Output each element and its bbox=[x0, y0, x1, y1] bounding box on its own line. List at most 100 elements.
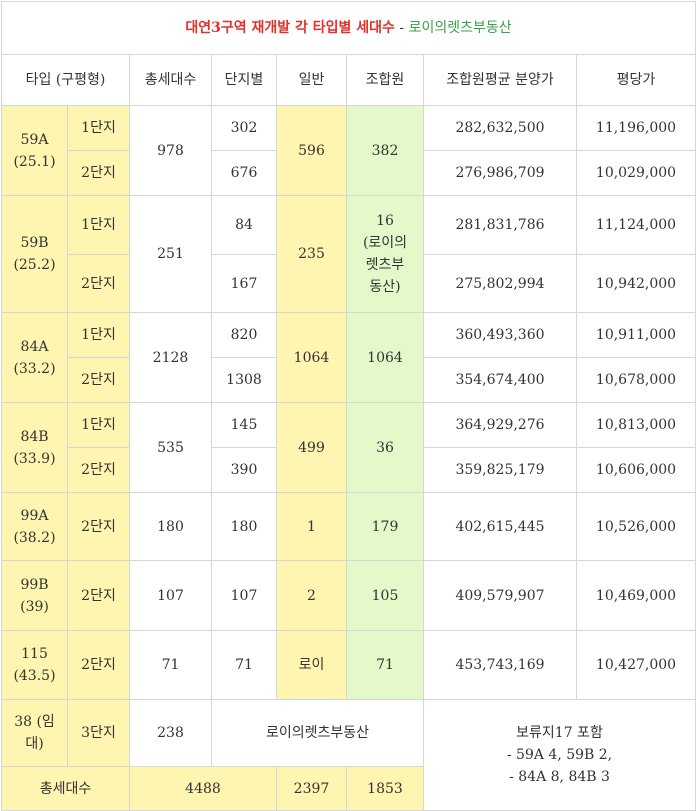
count-cell: 145 bbox=[211, 402, 277, 448]
reserve-note: 보류지17 포함 - 59A 4, 59B 2, - 84A 8, 84B 3 bbox=[423, 699, 696, 811]
table-row: 99B (39) 2단지 107 107 2 105 409,579,907 10… bbox=[1, 560, 696, 631]
count-cell: 180 bbox=[211, 492, 277, 561]
count-cell: 676 bbox=[211, 150, 277, 196]
per-pyeong-cell: 11,124,000 bbox=[576, 195, 696, 255]
count-cell: 71 bbox=[211, 630, 277, 700]
type-cell: 115 (43.5) bbox=[1, 630, 68, 700]
note-line: - 59A 4, 59B 2, bbox=[506, 747, 613, 763]
per-pyeong-cell: 10,029,000 bbox=[576, 150, 696, 196]
title-separator: - bbox=[394, 20, 409, 36]
avg-price-cell: 409,579,907 bbox=[423, 560, 577, 631]
total-general: 2397 bbox=[276, 766, 347, 811]
union-cell: 179 bbox=[346, 492, 424, 561]
total-cell: 238 bbox=[129, 699, 212, 767]
table-row: 59B (25.2) 1단지 251 84 235 16 (로이의 렛츠부 동산) 28… bbox=[1, 195, 696, 313]
total-union: 1853 bbox=[346, 766, 424, 811]
header-per-pyeong: 평당가 bbox=[576, 54, 696, 106]
per-pyeong-cell: 10,813,000 bbox=[576, 402, 696, 448]
general-cell: 596 bbox=[276, 105, 347, 196]
table-row: 2단지 676 276,986,709 10,029,000 bbox=[2, 150, 696, 196]
union-cell: 71 bbox=[346, 630, 424, 700]
header-union: 조합원 bbox=[346, 54, 424, 106]
union-cell: 1064 bbox=[346, 312, 424, 403]
per-pyeong-cell: 11,196,000 bbox=[576, 105, 696, 151]
table-row: 99A (38.2) 2단지 180 180 1 179 402,615,445 … bbox=[1, 492, 696, 561]
general-cell: 499 bbox=[276, 402, 347, 493]
general-cell: 로이 bbox=[276, 630, 347, 700]
table-row: 2단지 167 275,802,994 10,942,000 bbox=[2, 254, 696, 313]
type-cell: 84B (33.9) bbox=[1, 402, 68, 493]
avg-price-cell: 364,929,276 bbox=[423, 402, 577, 448]
general-cell: 1 bbox=[276, 492, 347, 561]
general-cell: 2 bbox=[276, 560, 347, 631]
table-row: 115 (43.5) 2단지 71 71 로이 71 453,743,169 10… bbox=[1, 630, 696, 700]
per-pyeong-cell: 10,427,000 bbox=[576, 630, 696, 700]
avg-price-cell: 360,493,360 bbox=[423, 312, 577, 358]
avg-price-cell: 276,986,709 bbox=[423, 150, 577, 196]
total-cell: 535 bbox=[129, 402, 212, 493]
count-cell: 390 bbox=[211, 447, 277, 493]
total-label: 총세대수 bbox=[1, 766, 130, 811]
type-cell: 84A (33.2) bbox=[1, 312, 68, 403]
avg-price-cell: 402,615,445 bbox=[423, 492, 577, 561]
type-cell: 59A (25.1) bbox=[1, 105, 68, 196]
complex-cell: 3단지 bbox=[67, 699, 130, 767]
count-cell: 167 bbox=[211, 254, 277, 313]
type-cell: 59B (25.2) bbox=[1, 195, 68, 313]
table-row: 2단지 1308 354,674,400 10,678,000 bbox=[2, 357, 696, 403]
watermark-text: 로이의렛츠부동산 bbox=[211, 699, 424, 767]
per-pyeong-cell: 10,469,000 bbox=[576, 560, 696, 631]
avg-price-cell: 281,831,786 bbox=[423, 195, 577, 255]
complex-cell: 2단지 bbox=[67, 630, 130, 700]
general-cell: 1064 bbox=[276, 312, 347, 403]
complex-cell: 1단지 bbox=[67, 402, 130, 448]
total-row: 총세대수 4488 2397 1853 bbox=[1, 766, 696, 811]
count-cell: 107 bbox=[211, 560, 277, 631]
avg-price-cell: 354,674,400 bbox=[423, 357, 577, 403]
header-row: 타입 (구평형) 총세대수 단지별 일반 조합원 조합원평균 분양가 평당가 bbox=[1, 54, 696, 106]
per-pyeong-cell: 10,942,000 bbox=[576, 254, 696, 313]
title-source: 로이의렛츠부동산 bbox=[408, 20, 512, 36]
total-cell: 2128 bbox=[129, 312, 212, 403]
complex-cell: 2단지 bbox=[67, 447, 130, 493]
general-cell: 235 bbox=[276, 195, 347, 313]
note-line: - 84A 8, 84B 3 bbox=[509, 769, 610, 785]
table-title: 대연3구역 재개발 각 타입별 세대수 - 로이의렛츠부동산 bbox=[1, 1, 696, 55]
complex-cell: 1단지 bbox=[67, 312, 130, 358]
count-cell: 1308 bbox=[211, 357, 277, 403]
table-row: 38 (임 대) 3단지 238 로이의렛츠부동산 보류지17 포함 - 59A … bbox=[1, 699, 696, 811]
avg-price-cell: 282,632,500 bbox=[423, 105, 577, 151]
total-households: 4488 bbox=[129, 766, 277, 811]
table-row: 59A (25.1) 1단지 978 302 596 382 282,632,50… bbox=[1, 105, 696, 196]
total-cell: 978 bbox=[129, 105, 212, 196]
count-cell: 820 bbox=[211, 312, 277, 358]
complex-cell: 2단지 bbox=[67, 254, 130, 313]
total-cell: 107 bbox=[129, 560, 212, 631]
avg-price-cell: 275,802,994 bbox=[423, 254, 577, 313]
avg-price-cell: 453,743,169 bbox=[423, 630, 577, 700]
avg-price-cell: 359,825,179 bbox=[423, 447, 577, 493]
note-line: 보류지17 포함 bbox=[516, 725, 603, 741]
title-main: 대연3구역 재개발 각 타입별 세대수 bbox=[185, 20, 395, 36]
header-total: 총세대수 bbox=[129, 54, 212, 106]
union-cell: 16 (로이의 렛츠부 동산) bbox=[346, 195, 424, 313]
header-per-complex: 단지별 bbox=[211, 54, 277, 106]
header-type: 타입 (구평형) bbox=[1, 54, 130, 106]
complex-cell: 2단지 bbox=[67, 357, 130, 403]
complex-cell: 1단지 bbox=[67, 195, 130, 255]
per-pyeong-cell: 10,606,000 bbox=[576, 447, 696, 493]
complex-cell: 2단지 bbox=[67, 492, 130, 561]
type-cell: 38 (임 대) bbox=[1, 699, 68, 767]
table-row: 2단지 390 359,825,179 10,606,000 bbox=[2, 447, 696, 493]
table-row: 84B (33.9) 1단지 535 145 499 36 364,929,276… bbox=[1, 402, 696, 493]
complex-cell: 2단지 bbox=[67, 150, 130, 196]
header-general: 일반 bbox=[276, 54, 347, 106]
per-pyeong-cell: 10,678,000 bbox=[576, 357, 696, 403]
per-pyeong-cell: 10,526,000 bbox=[576, 492, 696, 561]
count-cell: 302 bbox=[211, 105, 277, 151]
complex-cell: 2단지 bbox=[67, 560, 130, 631]
union-cell: 36 bbox=[346, 402, 424, 493]
type-cell: 99B (39) bbox=[1, 560, 68, 631]
table-row: 84A (33.2) 1단지 2128 820 1064 1064 360,493… bbox=[1, 312, 696, 403]
